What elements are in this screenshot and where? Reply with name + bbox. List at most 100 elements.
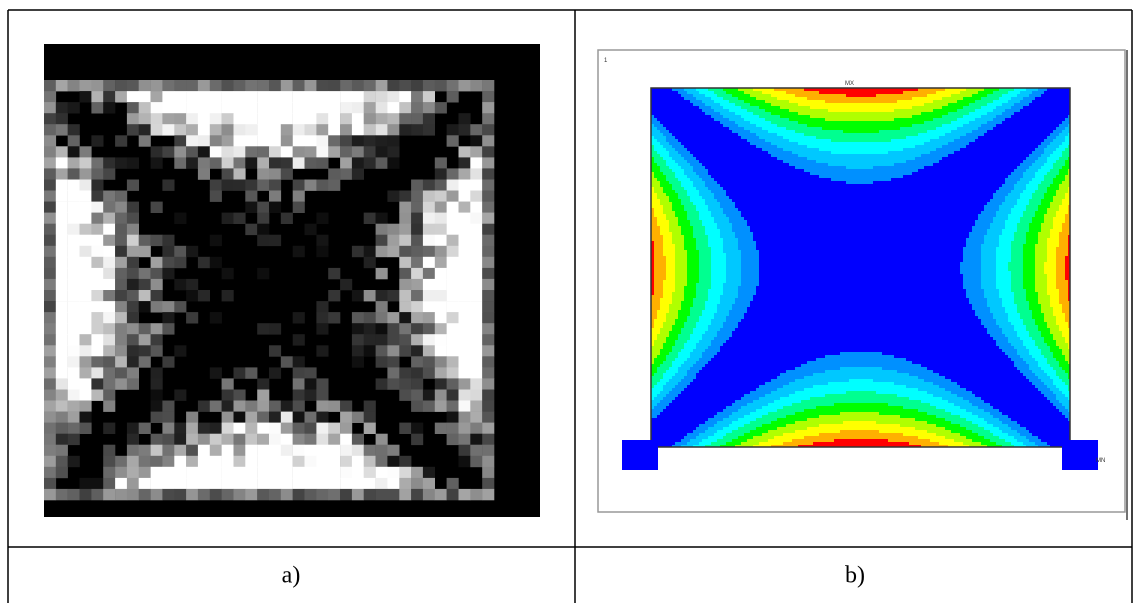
contour-band bbox=[1011, 427, 1026, 430]
contour-band bbox=[651, 292, 654, 295]
contour-band bbox=[720, 112, 735, 115]
pixel bbox=[67, 135, 80, 147]
pixel bbox=[233, 400, 246, 412]
pixel bbox=[138, 290, 151, 302]
pixel bbox=[470, 80, 483, 92]
contour-band bbox=[696, 187, 708, 190]
contour-band bbox=[927, 94, 951, 97]
contour-band bbox=[651, 334, 657, 337]
pixel bbox=[351, 466, 364, 479]
contour-band bbox=[984, 292, 999, 295]
contour-band bbox=[1041, 331, 1050, 334]
contour-band bbox=[651, 412, 660, 415]
pixel bbox=[292, 135, 305, 147]
pixel bbox=[422, 290, 435, 302]
contour-band bbox=[948, 154, 1029, 157]
contour-band bbox=[1035, 442, 1047, 445]
pixel bbox=[399, 378, 412, 390]
contour-band bbox=[1050, 349, 1062, 352]
pixel bbox=[351, 356, 364, 368]
contour-band bbox=[1038, 346, 1050, 349]
pixel bbox=[375, 157, 388, 169]
contour-band bbox=[705, 304, 717, 307]
pixel bbox=[434, 278, 447, 291]
contour-band bbox=[1050, 346, 1059, 349]
contour-band bbox=[651, 394, 657, 397]
contour-band bbox=[711, 256, 726, 259]
contour-band bbox=[1035, 175, 1044, 178]
contour-band bbox=[1023, 283, 1035, 286]
contour-band bbox=[1059, 328, 1070, 331]
contour-band bbox=[1032, 151, 1044, 154]
pixel bbox=[150, 146, 163, 158]
contour-band bbox=[651, 241, 654, 244]
contour-band bbox=[657, 127, 666, 130]
contour-band bbox=[741, 271, 759, 274]
pixel bbox=[245, 80, 258, 92]
contour-band bbox=[879, 412, 927, 415]
pixel bbox=[150, 113, 163, 125]
contour-band bbox=[768, 130, 795, 133]
contour-band bbox=[960, 91, 978, 94]
contour-band bbox=[663, 397, 675, 400]
contour-band bbox=[696, 283, 711, 286]
pixel bbox=[79, 245, 92, 258]
contour-band bbox=[708, 295, 720, 298]
contour-band bbox=[933, 394, 957, 397]
pixel bbox=[55, 124, 68, 136]
contour-band bbox=[1014, 292, 1026, 295]
pixel bbox=[458, 400, 471, 412]
pixel bbox=[174, 146, 187, 158]
contour-band bbox=[1035, 244, 1047, 247]
contour-band bbox=[927, 421, 951, 424]
contour-band bbox=[735, 112, 753, 115]
contour-band bbox=[972, 412, 990, 415]
contour-band bbox=[729, 337, 993, 340]
contour-band bbox=[696, 286, 711, 289]
contour-band bbox=[1032, 337, 1044, 340]
pixel bbox=[458, 113, 471, 125]
pixel bbox=[186, 411, 199, 423]
contour-band bbox=[1026, 187, 1038, 190]
contour-band bbox=[672, 349, 681, 352]
contour-band bbox=[780, 397, 810, 400]
contour-band bbox=[792, 403, 834, 406]
pixel bbox=[280, 168, 293, 180]
contour-band bbox=[717, 334, 732, 337]
pixel bbox=[316, 234, 329, 247]
pixel bbox=[55, 113, 68, 125]
pixel bbox=[446, 334, 459, 346]
contour-band bbox=[1032, 370, 1044, 373]
pixel bbox=[482, 455, 495, 468]
contour-band bbox=[873, 181, 1005, 184]
pixel bbox=[126, 290, 139, 302]
contour-band bbox=[738, 247, 756, 250]
contour-band bbox=[666, 163, 678, 166]
pixel bbox=[304, 157, 317, 169]
contour-band bbox=[651, 88, 672, 91]
contour-band bbox=[1035, 271, 1044, 274]
pixel bbox=[126, 455, 139, 468]
contour-band bbox=[699, 160, 783, 163]
contour-band bbox=[1047, 286, 1056, 289]
pixel bbox=[245, 157, 258, 169]
contour-band bbox=[1023, 211, 1035, 214]
contour-band bbox=[984, 400, 1050, 403]
contour-band bbox=[771, 121, 798, 124]
contour-band bbox=[984, 427, 999, 430]
panel-a-image bbox=[44, 44, 540, 517]
contour-band bbox=[1023, 175, 1035, 178]
contour-band bbox=[804, 88, 918, 91]
contour-band bbox=[1062, 166, 1070, 169]
contour-band bbox=[1047, 187, 1059, 190]
contour-band bbox=[657, 394, 666, 397]
contour-band bbox=[651, 286, 654, 289]
contour-band bbox=[651, 370, 657, 373]
contour-band bbox=[789, 382, 828, 385]
contour-band bbox=[759, 136, 783, 139]
contour-band bbox=[1062, 304, 1070, 307]
contour-band bbox=[705, 181, 717, 184]
pixel bbox=[67, 411, 80, 423]
pixel bbox=[245, 422, 258, 434]
